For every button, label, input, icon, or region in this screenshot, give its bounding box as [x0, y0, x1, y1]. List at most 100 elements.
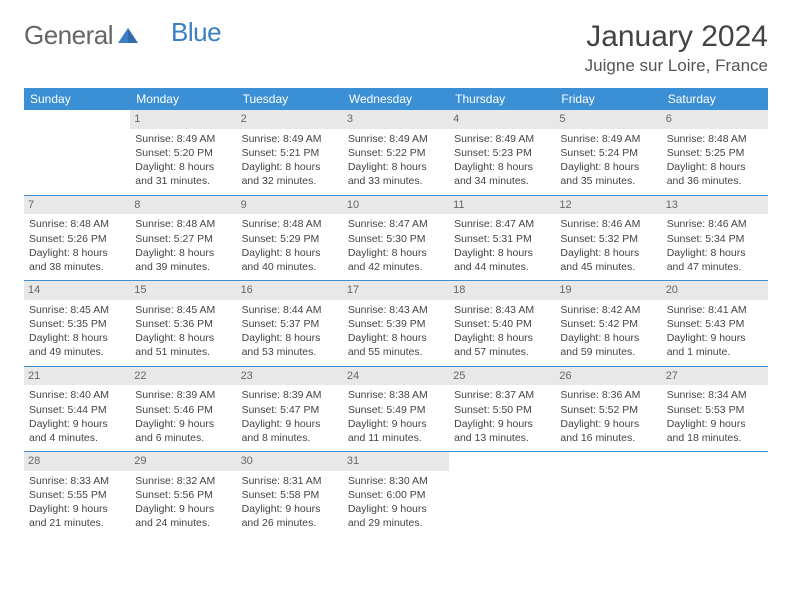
daylight-line: Daylight: 9 hours — [29, 502, 125, 516]
sunset-line: Sunset: 5:30 PM — [348, 232, 444, 246]
daylight-line: and 51 minutes. — [135, 345, 231, 359]
sunset-line: Sunset: 5:53 PM — [667, 403, 763, 417]
sunrise-line: Sunrise: 8:47 AM — [454, 217, 550, 231]
daylight-line: Daylight: 8 hours — [454, 160, 550, 174]
day-number: 22 — [130, 367, 236, 386]
day-number: 18 — [449, 281, 555, 300]
sunrise-line: Sunrise: 8:49 AM — [348, 132, 444, 146]
calendar-day — [24, 110, 130, 195]
daylight-line: Daylight: 8 hours — [560, 331, 656, 345]
sunrise-line: Sunrise: 8:48 AM — [135, 217, 231, 231]
daylight-line: and 26 minutes. — [242, 516, 338, 530]
daylight-line: and 8 minutes. — [242, 431, 338, 445]
sunrise-line: Sunrise: 8:46 AM — [560, 217, 656, 231]
daylight-line: and 4 minutes. — [29, 431, 125, 445]
logo-text-blue: Blue — [171, 17, 221, 48]
day-number: 17 — [343, 281, 449, 300]
calendar-day: 9Sunrise: 8:48 AMSunset: 5:29 PMDaylight… — [237, 196, 343, 281]
daylight-line: Daylight: 8 hours — [560, 246, 656, 260]
daylight-line: Daylight: 9 hours — [135, 417, 231, 431]
daylight-line: and 18 minutes. — [667, 431, 763, 445]
daylight-line: Daylight: 8 hours — [454, 246, 550, 260]
calendar-day: 20Sunrise: 8:41 AMSunset: 5:43 PMDayligh… — [662, 281, 768, 366]
calendar-day: 22Sunrise: 8:39 AMSunset: 5:46 PMDayligh… — [130, 367, 236, 452]
sunrise-line: Sunrise: 8:49 AM — [560, 132, 656, 146]
daylight-line: and 59 minutes. — [560, 345, 656, 359]
daylight-line: Daylight: 9 hours — [348, 417, 444, 431]
daylight-line: and 6 minutes. — [135, 431, 231, 445]
sunrise-line: Sunrise: 8:49 AM — [454, 132, 550, 146]
header: General Blue January 2024 Juigne sur Loi… — [24, 20, 768, 76]
daylight-line: Daylight: 9 hours — [135, 502, 231, 516]
day-number: 21 — [24, 367, 130, 386]
daylight-line: and 32 minutes. — [242, 174, 338, 188]
daylight-line: and 40 minutes. — [242, 260, 338, 274]
calendar: Sunday Monday Tuesday Wednesday Thursday… — [24, 88, 768, 537]
daylight-line: Daylight: 8 hours — [242, 331, 338, 345]
calendar-day — [449, 452, 555, 537]
daylight-line: Daylight: 9 hours — [667, 331, 763, 345]
sunset-line: Sunset: 5:49 PM — [348, 403, 444, 417]
calendar-day: 14Sunrise: 8:45 AMSunset: 5:35 PMDayligh… — [24, 281, 130, 366]
sunset-line: Sunset: 5:36 PM — [135, 317, 231, 331]
sunrise-line: Sunrise: 8:47 AM — [348, 217, 444, 231]
sunset-line: Sunset: 5:42 PM — [560, 317, 656, 331]
sunrise-line: Sunrise: 8:45 AM — [29, 303, 125, 317]
sunrise-line: Sunrise: 8:43 AM — [348, 303, 444, 317]
title-block: January 2024 Juigne sur Loire, France — [585, 20, 768, 76]
sunset-line: Sunset: 5:50 PM — [454, 403, 550, 417]
calendar-day: 28Sunrise: 8:33 AMSunset: 5:55 PMDayligh… — [24, 452, 130, 537]
day-number: 5 — [555, 110, 661, 129]
daylight-line: Daylight: 9 hours — [348, 502, 444, 516]
daylight-line: Daylight: 8 hours — [242, 246, 338, 260]
day-number: 3 — [343, 110, 449, 129]
calendar-day: 3Sunrise: 8:49 AMSunset: 5:22 PMDaylight… — [343, 110, 449, 195]
calendar-day: 19Sunrise: 8:42 AMSunset: 5:42 PMDayligh… — [555, 281, 661, 366]
daylight-line: Daylight: 9 hours — [560, 417, 656, 431]
sunset-line: Sunset: 5:25 PM — [667, 146, 763, 160]
sunset-line: Sunset: 5:31 PM — [454, 232, 550, 246]
daylight-line: Daylight: 8 hours — [348, 160, 444, 174]
day-number: 23 — [237, 367, 343, 386]
daylight-line: Daylight: 9 hours — [667, 417, 763, 431]
sunrise-line: Sunrise: 8:41 AM — [667, 303, 763, 317]
calendar-week: 28Sunrise: 8:33 AMSunset: 5:55 PMDayligh… — [24, 452, 768, 537]
sunset-line: Sunset: 5:20 PM — [135, 146, 231, 160]
daylight-line: and 31 minutes. — [135, 174, 231, 188]
calendar-day: 7Sunrise: 8:48 AMSunset: 5:26 PMDaylight… — [24, 196, 130, 281]
sunset-line: Sunset: 5:44 PM — [29, 403, 125, 417]
sunset-line: Sunset: 6:00 PM — [348, 488, 444, 502]
calendar-header-row: Sunday Monday Tuesday Wednesday Thursday… — [24, 88, 768, 110]
sunrise-line: Sunrise: 8:48 AM — [29, 217, 125, 231]
day-number: 16 — [237, 281, 343, 300]
sunrise-line: Sunrise: 8:44 AM — [242, 303, 338, 317]
logo-text-general: General — [24, 20, 113, 51]
sunset-line: Sunset: 5:29 PM — [242, 232, 338, 246]
calendar-day: 2Sunrise: 8:49 AMSunset: 5:21 PMDaylight… — [237, 110, 343, 195]
weekday-header: Friday — [555, 88, 661, 110]
sunset-line: Sunset: 5:24 PM — [560, 146, 656, 160]
day-number: 30 — [237, 452, 343, 471]
daylight-line: and 39 minutes. — [135, 260, 231, 274]
calendar-day: 12Sunrise: 8:46 AMSunset: 5:32 PMDayligh… — [555, 196, 661, 281]
sunrise-line: Sunrise: 8:30 AM — [348, 474, 444, 488]
calendar-day: 30Sunrise: 8:31 AMSunset: 5:58 PMDayligh… — [237, 452, 343, 537]
sunset-line: Sunset: 5:39 PM — [348, 317, 444, 331]
day-number: 1 — [130, 110, 236, 129]
day-number: 25 — [449, 367, 555, 386]
calendar-day: 15Sunrise: 8:45 AMSunset: 5:36 PMDayligh… — [130, 281, 236, 366]
calendar-day: 16Sunrise: 8:44 AMSunset: 5:37 PMDayligh… — [237, 281, 343, 366]
sunrise-line: Sunrise: 8:48 AM — [242, 217, 338, 231]
day-number: 8 — [130, 196, 236, 215]
calendar-day: 21Sunrise: 8:40 AMSunset: 5:44 PMDayligh… — [24, 367, 130, 452]
daylight-line: and 53 minutes. — [242, 345, 338, 359]
daylight-line: Daylight: 8 hours — [29, 331, 125, 345]
sunset-line: Sunset: 5:52 PM — [560, 403, 656, 417]
sunrise-line: Sunrise: 8:38 AM — [348, 388, 444, 402]
daylight-line: and 35 minutes. — [560, 174, 656, 188]
daylight-line: Daylight: 9 hours — [454, 417, 550, 431]
day-number: 11 — [449, 196, 555, 215]
day-number: 29 — [130, 452, 236, 471]
daylight-line: Daylight: 8 hours — [560, 160, 656, 174]
weekday-header: Wednesday — [343, 88, 449, 110]
